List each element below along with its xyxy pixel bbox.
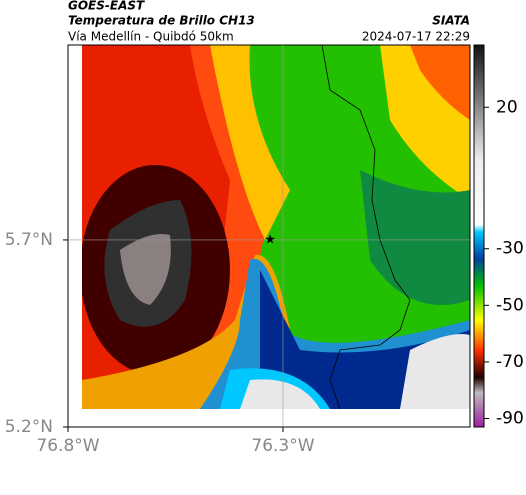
map-frame <box>67 44 471 428</box>
colorbar-tick-label: -50 <box>496 295 524 315</box>
colorbar-tick-label: 20 <box>496 97 518 117</box>
datetime: 2024-07-17 22:29 <box>362 30 470 44</box>
source: SIATA <box>432 14 470 28</box>
colorbar <box>473 44 485 428</box>
satellite-image <box>82 45 470 409</box>
route: Vía Medellín - Quibdó 50km <box>68 30 234 44</box>
colorbar-tick-label: -30 <box>496 239 524 259</box>
y-tick-label: 5.7°N <box>5 230 53 250</box>
colorbar-tick-label: -90 <box>496 409 524 429</box>
x-tick-label: 76.8°W <box>36 436 99 456</box>
location-marker: ★ <box>264 232 276 247</box>
title: GOES-EAST <box>68 0 145 13</box>
y-tick-label: 5.2°N <box>5 417 53 437</box>
subtitle: Temperatura de Brillo CH13 <box>68 14 255 28</box>
x-tick-label: 76.3°W <box>251 436 314 456</box>
colorbar-tick-label: -70 <box>496 352 524 372</box>
